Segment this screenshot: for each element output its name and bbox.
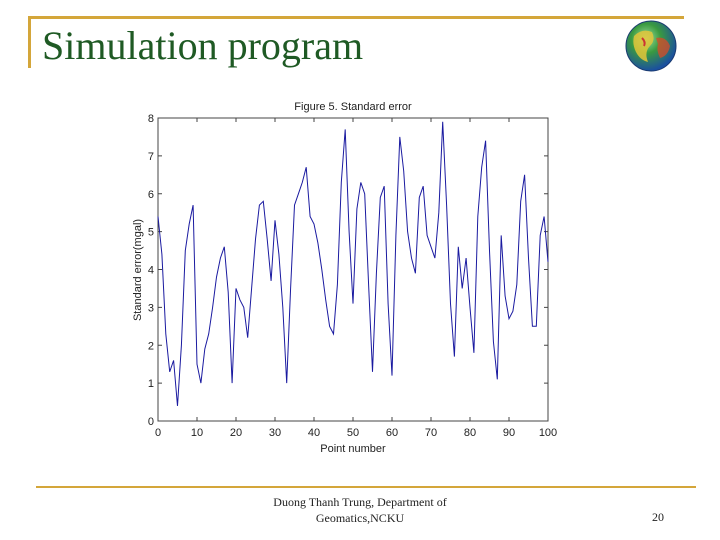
y-tick-label: 3 [148,302,154,314]
footer-credit: Duong Thanh Trung, Department of Geomati… [270,494,450,526]
y-tick-label: 4 [148,265,154,277]
x-tick-label: 80 [464,427,476,439]
y-tick-label: 1 [148,378,154,390]
left-accent-line [28,16,31,68]
x-tick-label: 50 [347,427,359,439]
x-tick-label: 90 [503,427,515,439]
y-axis-label: Standard error(mgal) [132,219,144,321]
y-tick-label: 0 [148,416,154,428]
chart-title: Figure 5. Standard error [294,101,412,113]
footer-line-1: Duong Thanh Trung, Department of [273,495,447,509]
page-number: 20 [652,510,664,524]
y-tick-label: 6 [148,189,154,201]
footer-line-2: Geomatics,NCKU [315,511,405,526]
x-axis-label: Point number [320,443,386,455]
y-tick-label: 2 [148,340,154,352]
x-tick-label: 60 [386,427,398,439]
x-tick-label: 40 [308,427,320,439]
x-tick-label: 0 [155,427,161,439]
x-tick-label: 30 [269,427,281,439]
plot-area [157,117,549,422]
footer-accent-line [36,486,696,488]
axis-ticks: 0 10 20 30 40 50 60 70 80 90 100 0 1 2 3 4 5 6 7 8 [148,113,557,439]
globe-icon [625,20,677,72]
x-tick-label: 10 [191,427,203,439]
standard-error-chart: Figure 5. Standard error Point number St… [132,101,557,455]
top-accent-line-right [624,16,684,19]
x-tick-label: 70 [425,427,437,439]
slide-title: Simulation program [42,23,364,68]
series-line [157,121,549,406]
x-tick-label: 20 [230,427,242,439]
top-accent-line [28,16,624,19]
y-tick-label: 8 [148,113,154,125]
y-tick-label: 7 [148,151,154,163]
y-tick-label: 5 [148,227,154,239]
x-tick-label: 100 [539,427,557,439]
